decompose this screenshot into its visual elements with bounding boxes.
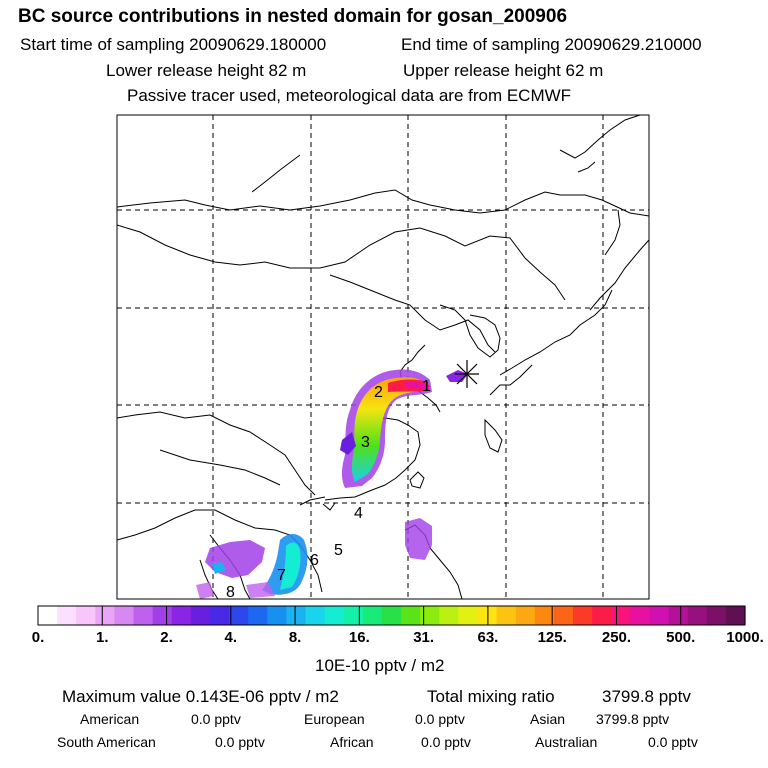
colorbar-cell bbox=[534, 606, 555, 625]
region-label-6: 6 bbox=[310, 552, 319, 569]
colorbar-cell bbox=[515, 606, 536, 625]
colorbar-cell bbox=[477, 606, 498, 625]
colorbar-tick-label: 2. bbox=[160, 629, 173, 646]
colorbar-cell bbox=[592, 606, 612, 625]
colorbar-cell bbox=[573, 606, 593, 625]
colorbar-tick-label: 4. bbox=[224, 629, 238, 646]
australian-value: 0.0 pptv bbox=[648, 734, 698, 750]
colorbar-cell bbox=[630, 606, 651, 625]
colorbar-cell bbox=[114, 606, 135, 625]
colorbar-cell bbox=[38, 606, 58, 625]
colorbar-cell bbox=[725, 606, 746, 625]
region-label-2: 2 bbox=[374, 384, 383, 401]
end-time-label: End time of sampling 20090629.210000 bbox=[401, 35, 702, 54]
colorbar-cell bbox=[286, 606, 307, 625]
south-american-value: 0.0 pptv bbox=[215, 734, 265, 750]
colorbar-tick-label: 63. bbox=[477, 629, 499, 646]
colorbar-cell bbox=[401, 606, 421, 625]
colorbar-cell bbox=[458, 606, 479, 625]
asian-value: 3799.8 pptv bbox=[596, 711, 670, 727]
american-label: American bbox=[80, 711, 140, 727]
colorbar-cell bbox=[190, 606, 211, 625]
region-label-5: 5 bbox=[334, 542, 343, 559]
colorbar-cell bbox=[76, 606, 96, 625]
region-labels: 1 2 3 4 5 6 7 8 bbox=[226, 378, 431, 601]
colorbar-cell bbox=[305, 606, 326, 625]
colorbar-tick-label: 1. bbox=[96, 629, 109, 646]
african-label: African bbox=[330, 734, 374, 750]
receptor-star-marker bbox=[455, 360, 479, 388]
colorbar-cell bbox=[687, 606, 708, 625]
colorbar-cell bbox=[649, 606, 670, 625]
colorbar-cell bbox=[362, 606, 383, 625]
colorbar-cell bbox=[267, 606, 288, 625]
region-label-3: 3 bbox=[361, 434, 370, 451]
colorbar-tick-label: 500. bbox=[666, 629, 696, 646]
chart-title: BC source contributions in nested domain… bbox=[18, 6, 568, 27]
colorbar-cell bbox=[668, 606, 689, 625]
colorbar-cell bbox=[553, 606, 574, 625]
australian-label: Australian bbox=[535, 734, 598, 750]
european-label: European bbox=[304, 711, 365, 727]
colorbar-cell bbox=[706, 606, 727, 625]
colorbar-cell bbox=[496, 606, 517, 625]
colorbar-cell bbox=[324, 606, 345, 625]
region-label-4: 4 bbox=[354, 505, 363, 522]
african-value: 0.0 pptv bbox=[421, 734, 471, 750]
colorbar-tick-label: 0. bbox=[31, 629, 45, 646]
colorbar-cell bbox=[381, 606, 402, 625]
colorbar-cell bbox=[171, 606, 192, 625]
region-label-8: 8 bbox=[226, 584, 235, 601]
colorbar-tick-label: 250. bbox=[601, 629, 632, 646]
coastlines bbox=[117, 115, 649, 599]
colorbar-tick-label: 8. bbox=[288, 629, 302, 646]
colorbar-cell bbox=[133, 606, 154, 625]
upper-release-height-label: Upper release height 62 m bbox=[403, 61, 604, 80]
colorbar-cell bbox=[439, 606, 459, 625]
colorbar-cell bbox=[57, 606, 77, 625]
start-time-label: Start time of sampling 20090629.180000 bbox=[20, 35, 327, 54]
lower-release-height-label: Lower release height 82 m bbox=[106, 61, 307, 80]
source-field bbox=[196, 369, 468, 599]
asian-label: Asian bbox=[530, 711, 566, 727]
total-mixing-ratio-label: Total mixing ratio bbox=[427, 687, 555, 706]
colorbar-cell bbox=[95, 606, 116, 625]
colorbar-cell bbox=[152, 606, 173, 625]
colorbar-unit-label: 10E-10 pptv / m2 bbox=[315, 656, 445, 675]
colorbar-cell bbox=[611, 606, 631, 625]
tracer-note: Passive tracer used, meteorological data… bbox=[127, 86, 572, 105]
total-mixing-ratio-value: 3799.8 pptv bbox=[602, 687, 691, 706]
colorbar-cell bbox=[248, 606, 268, 625]
colorbar-cell bbox=[229, 606, 249, 625]
maximum-value-label: Maximum value 0.143E-06 pptv / m2 bbox=[62, 687, 339, 706]
region-label-7: 7 bbox=[277, 567, 286, 584]
colorbar-cell bbox=[420, 606, 440, 625]
american-value: 0.0 pptv bbox=[191, 711, 241, 727]
map-frame bbox=[116, 114, 650, 600]
south-american-label: South American bbox=[57, 734, 156, 750]
european-value: 0.0 pptv bbox=[415, 711, 465, 727]
colorbar-cell bbox=[209, 606, 230, 625]
colorbar-cell bbox=[343, 606, 364, 625]
colorbar-tick-label: 125. bbox=[537, 629, 567, 646]
colorbar-tick-label: 1000. bbox=[726, 629, 764, 646]
colorbar-tick-label: 16. bbox=[348, 629, 370, 646]
colorbar-tick-label: 31. bbox=[413, 629, 435, 646]
region-label-1: 1 bbox=[422, 378, 431, 395]
